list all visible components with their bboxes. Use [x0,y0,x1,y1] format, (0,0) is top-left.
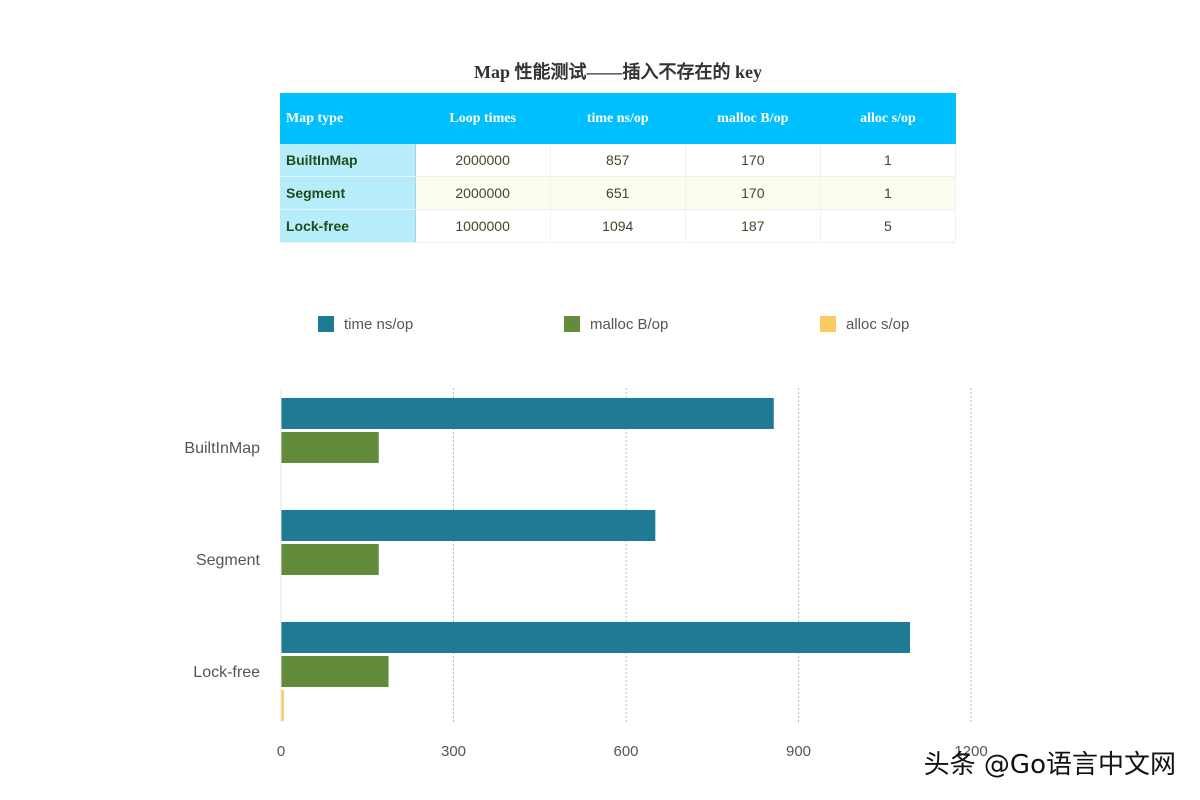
table-title: Map 性能测试——插入不存在的 key [474,62,762,82]
legend-label-time: time ns/op [344,315,414,333]
bar [281,622,911,653]
x-tick-label: 600 [613,743,638,760]
legend-swatch-alloc [820,316,836,332]
table-row: Segment 2000000 651 170 1 [280,176,957,210]
x-tick-label: 0 [277,743,285,760]
header-malloc: malloc B/op [685,93,821,144]
row-label: Lock-free [280,209,416,243]
table-cell: 651 [550,176,686,210]
legend-item-time[interactable]: time ns/op [318,314,413,334]
bar [281,690,284,721]
table-row: Lock-free 1000000 1094 187 5 [280,209,957,243]
table-cell: 187 [685,209,821,243]
benchmark-table: Map type Loop times time ns/op malloc B/… [280,93,957,243]
bar [281,544,379,575]
table-cell: 170 [685,144,821,177]
table-cell: 1 [820,176,957,210]
row-label: BuiltInMap [280,144,416,177]
x-tick-label: 1200 [954,743,987,760]
table-cell: 2000000 [415,144,551,177]
header-alloc: alloc s/op [820,93,956,144]
legend-swatch-malloc [564,316,580,332]
table-cell: 5 [820,209,957,243]
watermark: 头条 @Go语言中文网 [923,750,1176,780]
legend-label-alloc: alloc s/op [846,315,910,333]
table-cell: 1 [820,144,957,177]
bar [281,432,379,463]
legend-swatch-time [318,316,334,332]
table-row: BuiltInMap 2000000 857 170 1 [280,144,957,177]
bar [281,656,389,687]
table-cell: 170 [685,176,821,210]
table-cell: 1000000 [415,209,551,243]
bar [281,510,656,541]
y-category-label: BuiltInMap [184,440,260,457]
header-loop-times: Loop times [415,93,551,144]
table-cell: 857 [550,144,686,177]
y-category-label: Segment [196,552,261,569]
bar [281,398,774,429]
legend-label-malloc: malloc B/op [590,315,669,333]
table-header-row: Map type Loop times time ns/op malloc B/… [280,93,956,144]
header-time: time ns/op [550,93,686,144]
x-tick-label: 300 [441,743,466,760]
legend-item-alloc[interactable]: alloc s/op [820,314,909,334]
legend-item-malloc[interactable]: malloc B/op [564,314,668,334]
table-cell: 1094 [550,209,686,243]
y-category-label: Lock-free [193,664,260,681]
table-cell: 2000000 [415,176,551,210]
header-map-type: Map type [280,93,416,144]
row-label: Segment [280,176,416,210]
x-tick-label: 900 [786,743,811,760]
